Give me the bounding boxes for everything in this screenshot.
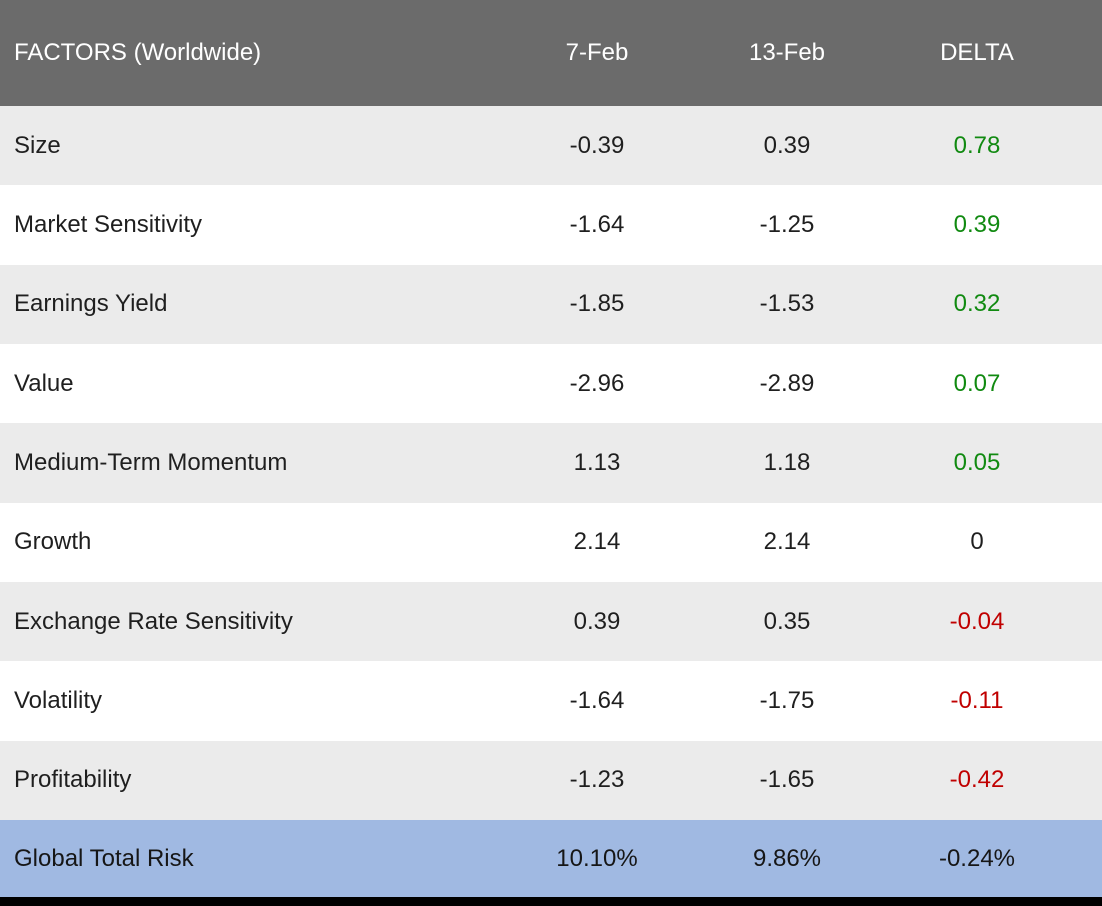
table-body: Size -0.39 0.39 0.78 Market Sensitivity …	[0, 106, 1102, 820]
factor-name: Size	[14, 131, 61, 159]
factor-name: Market Sensitivity	[14, 210, 203, 238]
value-feb13: 0.35	[763, 607, 811, 635]
header-feb7: 7-Feb	[565, 39, 629, 66]
total-factor-label: Global Total Risk	[14, 844, 194, 872]
table-row: Medium-Term Momentum 1.13 1.18 0.05	[0, 423, 1102, 503]
value-delta: 0	[970, 528, 984, 556]
value-feb13: -1.53	[759, 290, 815, 318]
bottom-border-bar	[0, 897, 1102, 906]
factor-name: Value	[14, 369, 74, 397]
value-feb7: -1.64	[569, 686, 625, 714]
value-feb7: -1.64	[569, 210, 625, 238]
total-row: Global Total Risk 10.10% 9.86% -0.24%	[0, 820, 1102, 897]
value-delta: 0.07	[953, 369, 1001, 397]
value-delta: 0.39	[953, 210, 1001, 238]
table-row: Profitability -1.23 -1.65 -0.42	[0, 740, 1102, 820]
header-factors: FACTORS (Worldwide)	[14, 39, 262, 66]
value-feb7: -2.96	[569, 369, 625, 397]
table-header-row: FACTORS (Worldwide) 7-Feb 13-Feb DELTA	[0, 0, 1102, 106]
factor-name: Profitability	[14, 766, 132, 794]
value-feb13: -1.65	[759, 766, 815, 794]
table-row: Growth 2.14 2.14 0	[0, 502, 1102, 582]
value-feb7: 2.14	[573, 528, 621, 556]
value-feb13: -1.75	[759, 686, 815, 714]
value-delta: -0.42	[949, 766, 1005, 794]
value-feb13: -1.25	[759, 210, 815, 238]
value-feb13: 2.14	[763, 528, 811, 556]
table-row: Value -2.96 -2.89 0.07	[0, 343, 1102, 424]
table-row: Size -0.39 0.39 0.78	[0, 106, 1102, 186]
value-delta: -0.04	[949, 607, 1005, 635]
factor-name: Medium-Term Momentum	[14, 448, 288, 476]
table-row: Volatility -1.64 -1.75 -0.11	[0, 661, 1102, 741]
value-delta: 0.05	[953, 448, 1001, 476]
value-feb13: 0.39	[763, 131, 811, 159]
value-feb7: -1.23	[569, 766, 625, 794]
value-delta: 0.78	[953, 131, 1001, 159]
factor-name: Exchange Rate Sensitivity	[14, 607, 293, 635]
value-delta: 0.32	[953, 290, 1001, 318]
factor-name: Earnings Yield	[14, 290, 168, 318]
value-feb7: 1.13	[573, 448, 621, 476]
table-row: Exchange Rate Sensitivity 0.39 0.35 -0.0…	[0, 581, 1102, 662]
value-delta: -0.11	[950, 686, 1004, 714]
value-feb7: -0.39	[569, 131, 625, 159]
table-row: Earnings Yield -1.85 -1.53 0.32	[0, 264, 1102, 344]
value-feb7: -1.85	[569, 290, 625, 318]
total-value-feb7: 10.10%	[556, 844, 638, 872]
factor-name: Volatility	[14, 686, 103, 714]
total-value-delta: -0.24%	[938, 844, 1016, 872]
table-row: Market Sensitivity -1.64 -1.25 0.39	[0, 185, 1102, 265]
value-feb7: 0.39	[573, 607, 621, 635]
value-feb13: 1.18	[763, 448, 811, 476]
total-value-feb13: 9.86%	[752, 844, 822, 872]
header-feb13: 13-Feb	[748, 39, 826, 66]
header-delta: DELTA	[940, 39, 1014, 66]
factor-name: Growth	[14, 528, 92, 556]
value-feb13: -2.89	[759, 369, 815, 397]
